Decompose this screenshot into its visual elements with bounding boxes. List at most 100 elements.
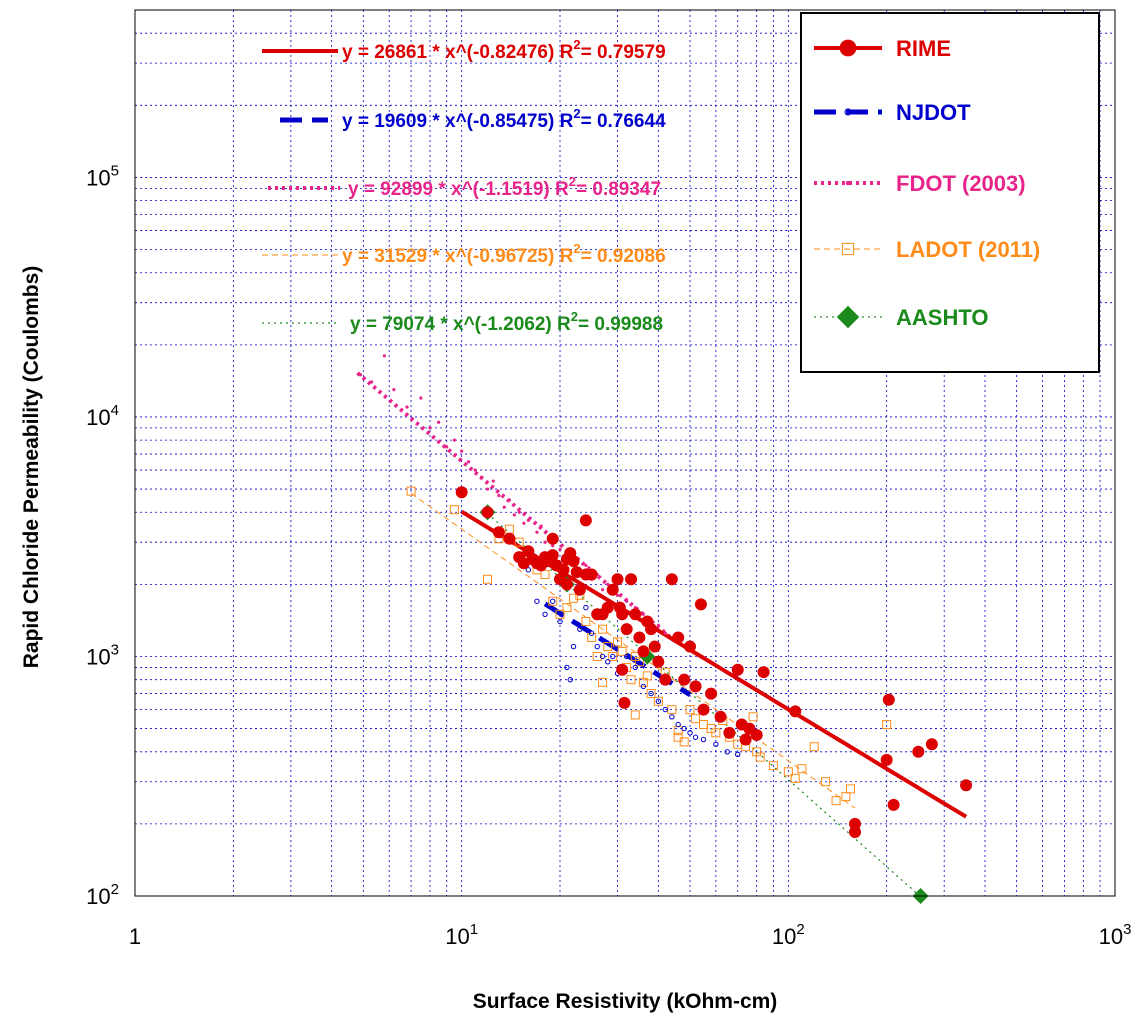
data-points <box>358 354 973 904</box>
y-tick-label: 103 <box>86 641 119 669</box>
data-point <box>960 779 973 792</box>
data-point <box>570 566 583 579</box>
data-point <box>768 761 778 771</box>
data-point <box>543 540 547 544</box>
data-point <box>562 603 572 613</box>
data-point <box>546 549 559 562</box>
data-point <box>626 675 636 685</box>
data-point <box>579 514 592 527</box>
data-point <box>560 553 573 566</box>
legend-label: FDOT (2003) <box>896 171 1026 196</box>
trend-line-ladot-2011 <box>410 492 856 809</box>
legend-label: RIME <box>896 36 951 61</box>
data-point <box>849 826 862 839</box>
data-point <box>564 664 570 671</box>
data-point <box>466 460 471 464</box>
data-point <box>694 598 707 611</box>
data-point <box>550 598 556 604</box>
data-point <box>887 798 900 811</box>
data-point <box>613 637 623 647</box>
legend-label: AASHTO <box>896 305 989 330</box>
data-point <box>584 563 588 568</box>
data-point <box>697 703 710 716</box>
data-point <box>605 659 611 665</box>
legend: RIME NJDOT FDOT (2003) LADOT (2011) AASHTO <box>800 12 1100 373</box>
x-tick-label: 101 <box>445 921 478 949</box>
data-point <box>455 486 468 499</box>
data-point <box>880 753 893 766</box>
data-point <box>789 705 802 718</box>
data-point <box>579 568 592 581</box>
data-point <box>445 445 449 449</box>
data-point <box>603 642 613 652</box>
data-point <box>691 714 701 724</box>
data-point <box>460 449 464 453</box>
data-point <box>633 631 646 644</box>
data-point <box>617 646 627 656</box>
data-point <box>557 563 570 576</box>
fit-equation: y = 79074 * x^(-1.2062) R2= 0.99988 <box>350 309 663 335</box>
data-point <box>831 796 841 806</box>
data-point <box>750 729 763 742</box>
x-tick-label: 103 <box>1099 921 1132 949</box>
data-point <box>620 623 633 636</box>
data-point <box>583 604 589 611</box>
data-point <box>525 567 532 573</box>
data-point <box>588 630 595 636</box>
data-point <box>491 479 495 483</box>
fit-equation: y = 31529 * x^(-0.96725) R2= 0.92086 <box>342 241 666 267</box>
data-point <box>492 526 505 539</box>
data-point <box>844 108 852 116</box>
data-point <box>481 506 494 519</box>
data-point <box>587 633 597 643</box>
data-point <box>700 736 707 743</box>
data-point <box>630 710 640 720</box>
data-point <box>502 505 506 509</box>
plot-frame <box>134 9 1116 897</box>
data-point <box>683 640 696 653</box>
data-point <box>685 705 695 715</box>
y-tick-label: 102 <box>86 881 119 909</box>
data-point <box>485 487 490 491</box>
data-point <box>514 537 524 547</box>
data-point <box>358 373 363 377</box>
data-point <box>663 631 667 635</box>
data-point <box>912 745 925 758</box>
legend-label: NJDOT <box>896 100 971 125</box>
data-point <box>534 598 540 604</box>
data-point <box>623 653 630 660</box>
trend-lines <box>356 371 968 898</box>
data-point <box>711 728 721 738</box>
data-point <box>616 608 629 621</box>
data-point <box>539 524 543 528</box>
data-point <box>428 426 432 430</box>
tick-labels: 1 101 102 103 102 103 104 105 <box>86 162 1131 949</box>
data-point <box>577 626 583 632</box>
x-axis-title: Surface Resistivity (kOhm-cm) <box>473 990 778 1013</box>
data-point <box>648 690 654 697</box>
data-point <box>672 631 685 644</box>
data-point <box>557 618 563 625</box>
data-point <box>569 593 579 603</box>
data-point <box>610 653 616 660</box>
data-point <box>560 578 573 591</box>
fit-equation: y = 19609 * x^(-0.85475) R2= 0.76644 <box>342 106 666 132</box>
data-point <box>821 777 831 787</box>
x-tick-label: 1 <box>129 924 141 949</box>
data-point <box>846 784 856 794</box>
data-point <box>755 752 765 762</box>
data-point <box>714 710 727 723</box>
data-point <box>925 738 938 751</box>
data-point <box>616 663 629 676</box>
data-point <box>839 39 857 57</box>
data-point <box>606 582 610 586</box>
data-point <box>705 687 718 700</box>
data-point <box>625 599 629 603</box>
data-point <box>675 721 681 728</box>
data-point <box>790 773 800 783</box>
data-point <box>542 611 548 617</box>
data-point <box>598 624 608 634</box>
data-point <box>731 663 744 676</box>
data-point <box>406 486 416 496</box>
